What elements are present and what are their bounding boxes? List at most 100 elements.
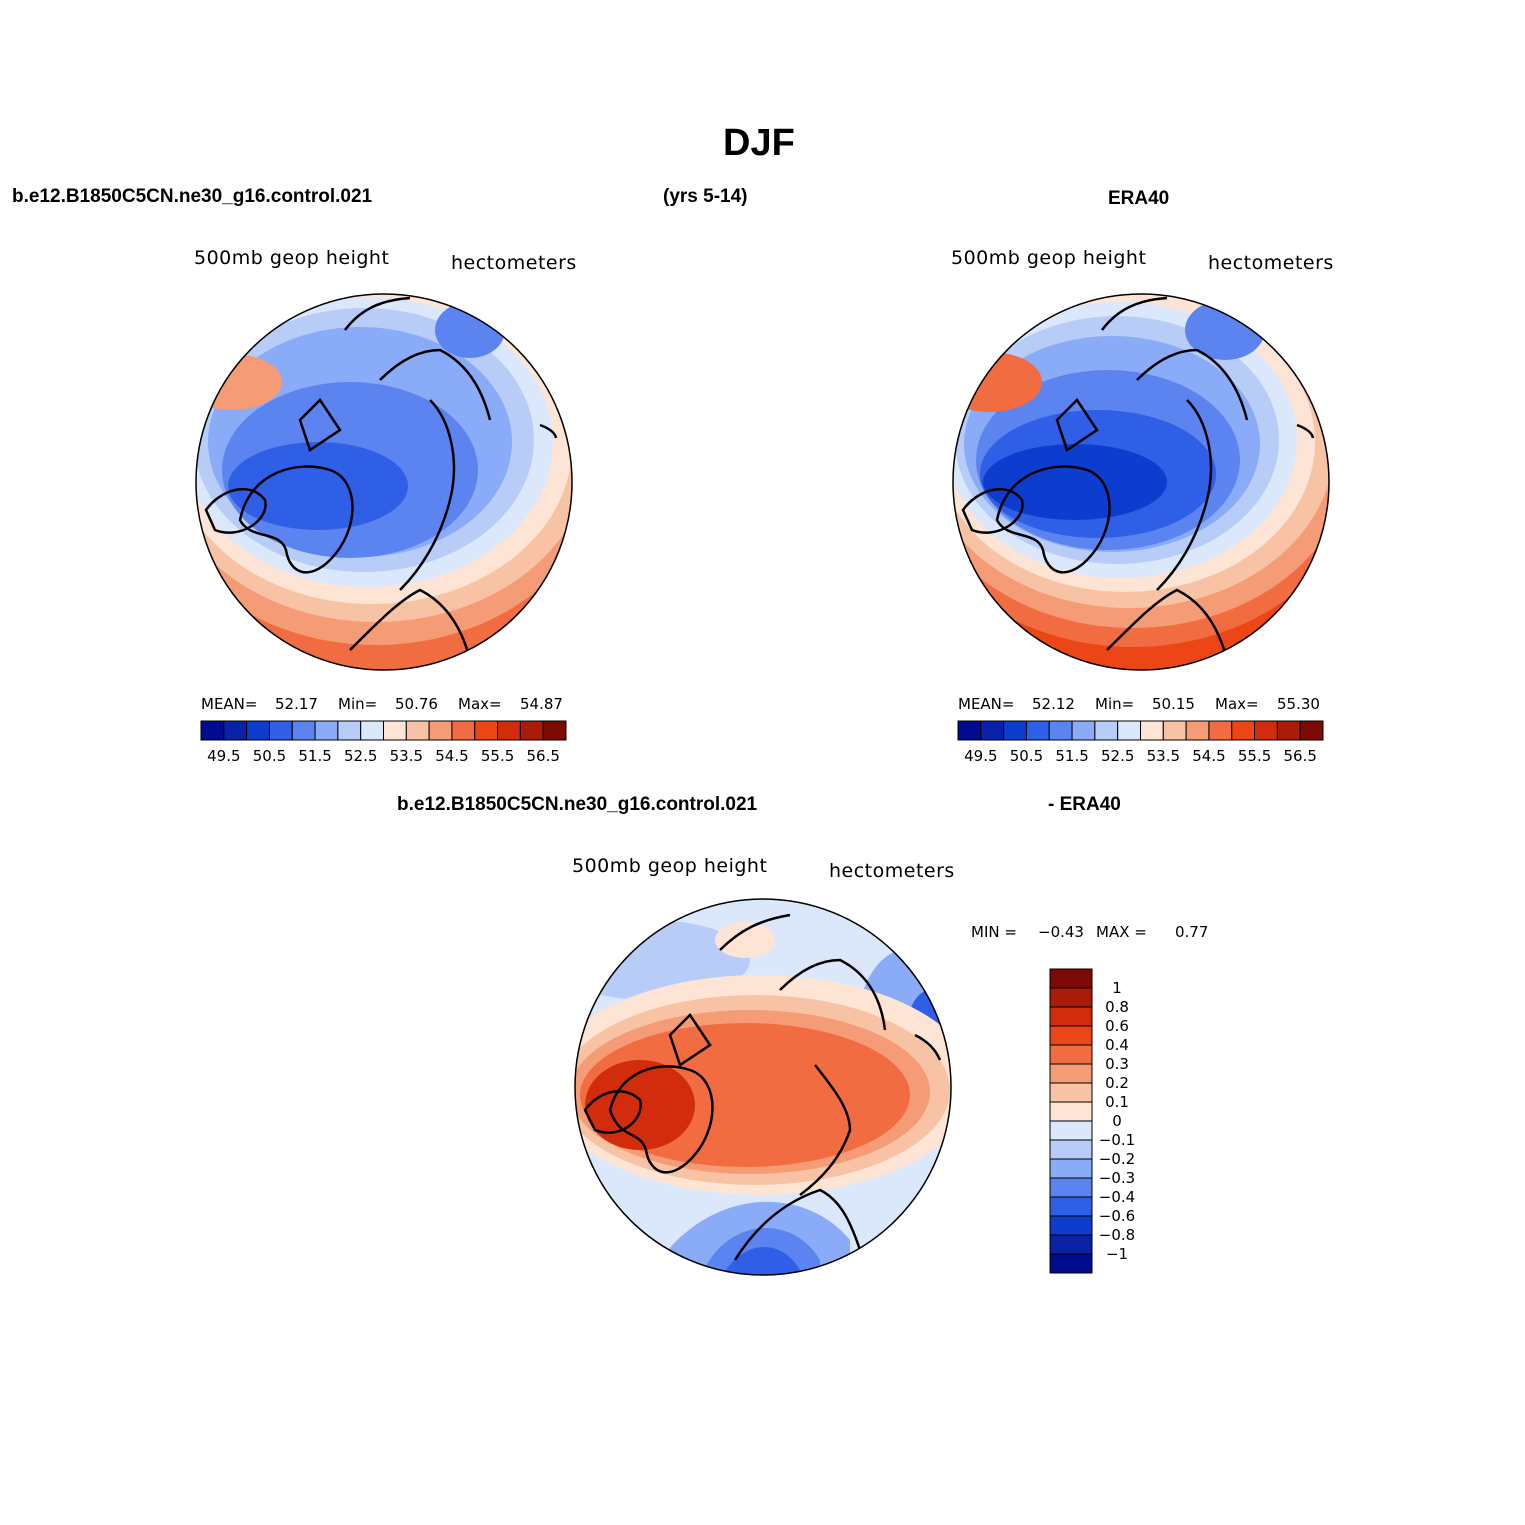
obs-colorbar-cell [1185,720,1210,741]
obs-colorbar-cell [1254,720,1278,741]
difference-colorbar-cell [1049,1158,1093,1179]
model-min-value: 50.76 [395,695,438,713]
page-title: DJF [723,122,795,164]
model-variable-label: 500mb geop height [194,247,390,269]
model-map-boundary [195,293,573,671]
model-colorbar-cell [268,720,293,741]
obs-colorbar-tick: 51.5 [1055,747,1088,765]
obs-colorbar-cell [957,720,982,741]
difference-colorbar-cell [1049,1139,1093,1160]
model-colorbar-tick: 53.5 [390,747,423,765]
obs-colorbar-cell [1117,720,1141,741]
model-colorbar-tick: 51.5 [298,747,331,765]
diff-suffix-header: - ERA40 [1048,794,1121,815]
diff-min-label: MIN = [971,923,1017,941]
difference-colorbar-cell [1049,1253,1093,1274]
difference-colorbar-cell [1049,987,1093,1008]
model-colorbar-cell [314,720,339,741]
obs-max-label: Max= [1215,695,1259,713]
diff-max-label: MAX = [1096,923,1147,941]
model-colorbar-cell [383,720,407,741]
model-colorbar-tick: 49.5 [207,747,240,765]
obs-colorbar-tick: 55.5 [1238,747,1271,765]
model-polar-map [196,294,572,670]
difference-polar-map [575,899,951,1275]
obs-max-value: 55.30 [1277,695,1320,713]
obs-colorbar-cell [1208,720,1233,741]
obs-colorbar-tick: 54.5 [1192,747,1225,765]
obs-colorbar-tick: 56.5 [1283,747,1316,765]
obs-colorbar-tick: 53.5 [1147,747,1180,765]
obs-variable-label: 500mb geop height [951,247,1147,269]
obs-min-value: 50.15 [1152,695,1195,713]
obs-colorbar-cell [980,720,1005,741]
difference-colorbar-tick: 1 [1112,979,1122,997]
model-colorbar-cell [337,720,362,741]
difference-colorbar-cell [1049,1082,1093,1103]
model-colorbar-tick: 50.5 [253,747,286,765]
model-colorbar-cell [519,720,544,741]
difference-colorbar-tick: 0.2 [1105,1074,1129,1092]
obs-colorbar: 49.5 50.5 51.5 52.5 53.5 54.5 55.5 56.5 [957,720,1324,765]
diff-variable-label: 500mb geop height [572,855,768,877]
difference-colorbar-tick: −0.2 [1099,1150,1135,1168]
model-colorbar-tick: 55.5 [481,747,514,765]
model-coastlines [204,296,558,661]
obs-polar-map [953,294,1329,670]
model-colorbar-cell [474,720,499,741]
difference-colorbar-cell [1049,1044,1093,1065]
obs-colorbar-cell [1025,720,1050,741]
model-colorbar-tick: 52.5 [344,747,377,765]
difference-colorbar-tick: 0.1 [1105,1093,1129,1111]
reference-header: ERA40 [1108,188,1170,209]
difference-colorbar-tick: 0.4 [1105,1036,1129,1054]
difference-colorbar-cell [1049,1025,1093,1046]
model-colorbar-cell [451,720,476,741]
model-units-label: hectometers [451,252,577,274]
diff-min-value: −0.43 [1038,923,1084,941]
model-colorbar: 49.5 50.5 51.5 52.5 53.5 54.5 55.5 56.5 [200,720,567,765]
difference-colorbar-cell [1049,1196,1093,1217]
case-name-header: b.e12.B1850C5CN.ne30_g16.control.021 [12,186,373,207]
difference-colorbar-cell [1049,1177,1093,1198]
obs-colorbar-tick: 49.5 [964,747,997,765]
difference-colorbar-cell [1049,1234,1093,1255]
model-colorbar-cell [542,720,567,741]
difference-colorbar-cell [1049,1006,1093,1027]
difference-colorbar-tick: −0.1 [1099,1131,1135,1149]
model-colorbar-cell [291,720,316,741]
difference-colorbar-tick: −0.3 [1099,1169,1135,1187]
model-max-value: 54.87 [520,695,563,713]
model-mean-value: 52.17 [275,695,318,713]
model-colorbar-cell [223,720,248,741]
difference-colorbar-cell [1049,1215,1093,1236]
diff-case-header: b.e12.B1850C5CN.ne30_g16.control.021 [397,794,758,815]
difference-colorbar-tick: 0 [1112,1112,1122,1130]
difference-colorbar-cell [1049,1120,1093,1141]
difference-colorbar-cell [1049,1101,1093,1122]
difference-colorbar-tick: −0.4 [1099,1188,1135,1206]
model-colorbar-cell [405,720,430,741]
difference-colorbar-tick: −0.6 [1099,1207,1135,1225]
obs-colorbar-cell [1162,720,1187,741]
difference-colorbar-tick: 0.3 [1105,1055,1129,1073]
obs-colorbar-cell [1231,720,1256,741]
model-min-label: Min= [338,695,378,713]
model-colorbar-cell [246,720,270,741]
obs-map-boundary [952,293,1330,671]
obs-mean-label: MEAN= [958,695,1015,713]
obs-colorbar-cell [1003,720,1027,741]
model-colorbar-tick: 54.5 [435,747,468,765]
obs-colorbar-cell [1071,720,1096,741]
obs-mean-value: 52.12 [1032,695,1075,713]
obs-min-label: Min= [1095,695,1135,713]
difference-colorbar-cell [1049,968,1093,989]
diff-units-label: hectometers [829,860,955,882]
model-max-label: Max= [458,695,502,713]
difference-coastlines [583,913,942,1261]
obs-colorbar-cell [1094,720,1119,741]
model-colorbar-tick: 56.5 [526,747,559,765]
obs-colorbar-cell [1276,720,1301,741]
obs-units-label: hectometers [1208,252,1334,274]
